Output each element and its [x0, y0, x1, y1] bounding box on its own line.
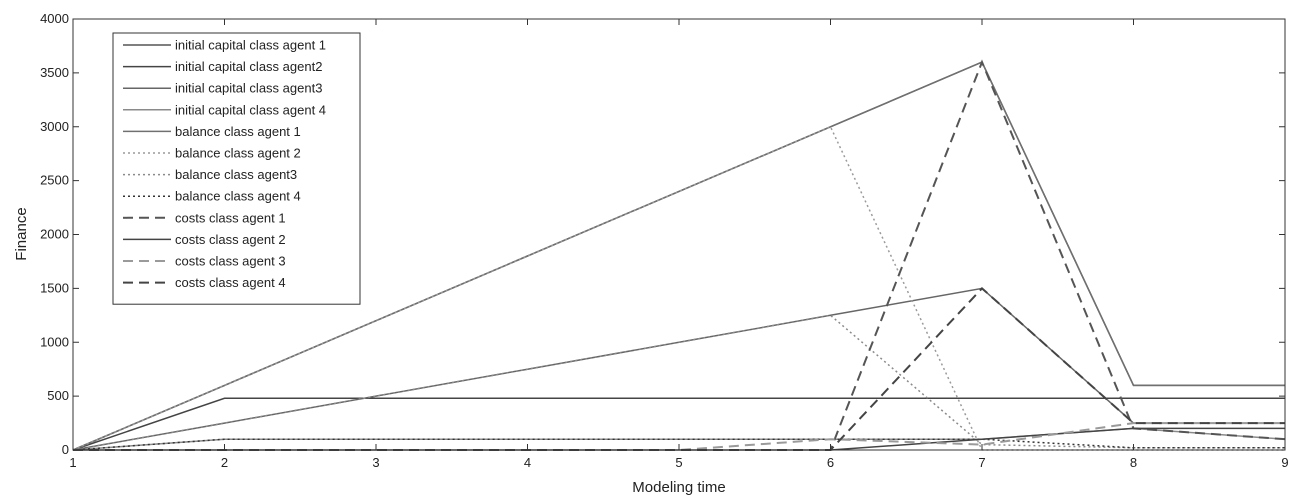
legend-label-8: balance class agent 4 — [175, 189, 301, 204]
series-line-5 — [72, 61, 1285, 451]
series-line-2 — [72, 397, 1285, 451]
x-tick-label: 2 — [221, 455, 228, 470]
y-tick-label: 2000 — [40, 227, 69, 242]
ticks-layer: 1 2 3 4 5 6 7 8 9 0 500 1000 1500 2000 2500 3000 3500 400… — [40, 11, 1289, 470]
series-line-8 — [72, 438, 1285, 451]
x-tick-label: 6 — [827, 455, 834, 470]
x-tick-label: 5 — [675, 455, 682, 470]
legend-label-12: costs class agent 4 — [175, 275, 286, 290]
legend-label-1: initial capital class agent 1 — [175, 38, 326, 53]
x-tick-label: 4 — [524, 455, 531, 470]
y-tick-label: 1000 — [40, 334, 69, 349]
legend-label-5: balance class agent 1 — [175, 124, 301, 139]
x-tick-label: 9 — [1281, 455, 1288, 470]
legend-label-11: costs class agent 3 — [175, 254, 286, 269]
y-tick-label: 500 — [47, 388, 69, 403]
legend-label-10: costs class agent 2 — [175, 232, 286, 247]
series-line-7 — [72, 314, 1285, 451]
y-tick-label: 0 — [62, 442, 69, 457]
legend-box — [112, 32, 361, 305]
legend-label-2: initial capital class agent2 — [175, 59, 322, 74]
legend-label-4: initial capital class agent 4 — [175, 102, 326, 117]
legend-label-9: costs class agent 1 — [175, 210, 286, 225]
x-tick-label: 8 — [1130, 455, 1137, 470]
x-tick-label: 7 — [978, 455, 985, 470]
legend-label-7: balance class agent3 — [175, 167, 297, 182]
x-tick-label: 3 — [372, 455, 379, 470]
y-tick-label: 3000 — [40, 119, 69, 134]
legend-label-3: initial capital class agent3 — [175, 81, 322, 96]
legend: initial capital class agent 1 initial cap… — [112, 32, 361, 305]
legend-label-6: balance class agent 2 — [175, 146, 301, 161]
y-axis-label: Finance — [13, 207, 30, 260]
y-tick-label: 1500 — [40, 280, 69, 295]
y-tick-label: 2500 — [40, 173, 69, 188]
x-axis-label: Modeling time — [632, 479, 725, 496]
y-tick-label: 4000 — [40, 11, 69, 26]
y-tick-label: 3500 — [40, 65, 69, 80]
x-tick-label: 1 — [69, 455, 76, 470]
